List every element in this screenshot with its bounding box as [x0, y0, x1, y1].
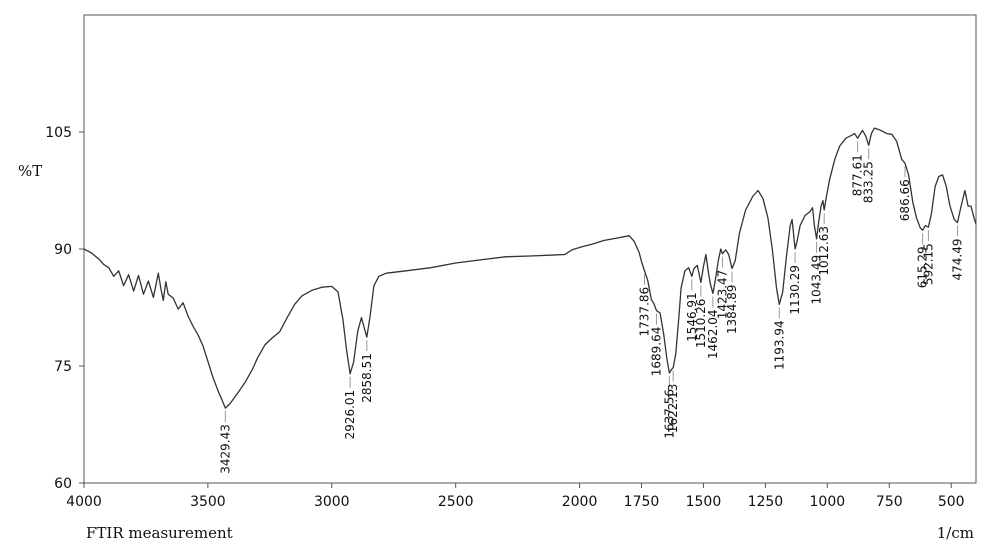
peak-label: 1689.64	[649, 327, 663, 377]
x-axis: 4000 3500 3000 2500 2000 1750 1500 1250 1000 750 5…	[66, 483, 965, 510]
peak-label: 1130.29	[788, 265, 802, 315]
peak-label: 877.61	[851, 154, 865, 196]
peak-label: 1043.49	[810, 255, 824, 305]
x-tick-label: 3000	[314, 494, 350, 510]
peak-label: 1423.47	[715, 270, 729, 320]
peak-label: 3429.43	[218, 424, 232, 474]
peak-label: 474.49	[951, 238, 965, 280]
y-tick-label: 60	[54, 476, 72, 492]
peak-label: 1637.56	[662, 389, 676, 439]
peak-label: 1012.63	[817, 226, 831, 276]
peak-label: 686.66	[898, 179, 912, 221]
x-tick-label: 750	[876, 494, 903, 510]
peak-label: 1622.13	[666, 384, 680, 434]
plot-frame	[83, 14, 977, 484]
x-tick-label: 3500	[190, 494, 226, 510]
x-tick-label: 1000	[810, 494, 846, 510]
x-tick-label: 1500	[686, 494, 722, 510]
peak-label: 2858.51	[360, 353, 374, 403]
spectrum-line	[83, 127, 977, 409]
x-tick-label: 4000	[66, 494, 102, 510]
peak-label: 592.15	[921, 243, 935, 285]
peak-label: 1462.04	[706, 309, 720, 359]
x-tick-label: 2000	[562, 494, 598, 510]
peak-label: 833.25	[862, 161, 876, 203]
y-tick-label: 75	[54, 359, 72, 375]
peak-label: 615.29	[916, 246, 930, 288]
x-tick-label: 1250	[748, 494, 784, 510]
peak-label: 1193.94	[772, 320, 786, 370]
y-axis: 60 75 90 105	[45, 125, 84, 492]
peak-label: 1384.89	[725, 285, 739, 335]
peak-label: 1510.26	[694, 299, 708, 349]
y-tick-label: 105	[45, 125, 72, 141]
x-tick-label: 500	[938, 494, 965, 510]
x-axis-unit: 1/cm	[937, 524, 974, 542]
x-tick-label: 2500	[438, 494, 474, 510]
x-tick-label: 1750	[624, 494, 660, 510]
x-axis-label: FTIR measurement	[86, 524, 233, 542]
y-axis-label: %T	[18, 162, 42, 180]
peak-label: 1546.91	[685, 292, 699, 342]
peak-label: 2926.01	[343, 390, 357, 440]
y-tick-label: 90	[54, 242, 72, 258]
peak-label: 1737.86	[638, 287, 652, 337]
